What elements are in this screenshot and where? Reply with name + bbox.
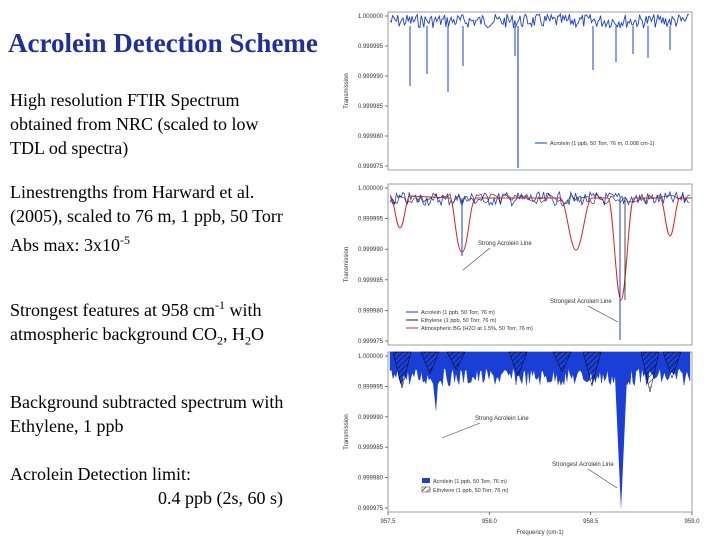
- linestrength-text: Linestrengths from Harward et al. (2005)…: [10, 180, 283, 257]
- text-line: obtained from NRC (scaled to low: [10, 114, 259, 134]
- x-tick-label: 958.5: [583, 519, 599, 525]
- text-span: , H: [222, 324, 245, 344]
- ethylene-hatch: [582, 351, 602, 387]
- ftir-spectrum-text: High resolution FTIR Spectrum obtained f…: [10, 88, 258, 160]
- text-line: Linestrengths from Harward et al.: [10, 182, 255, 202]
- text-line: 0.4 ppb (2s, 60 s): [10, 486, 283, 510]
- legend-swatch: [421, 486, 431, 493]
- annotation-label: Strongest Acrolein Line: [550, 299, 612, 305]
- annotation-arrow: [587, 468, 618, 489]
- text-line: TDL od spectra): [10, 138, 129, 158]
- ethylene-hatch: [392, 351, 412, 389]
- y-tick-label: 0.999985: [358, 278, 384, 284]
- text-line: atmospheric background CO2, H2O: [10, 322, 264, 353]
- y-tick-label: 0.999980: [358, 134, 384, 140]
- plot-frame: [387, 11, 693, 171]
- background-subtracted-text: Background subtracted spectrum with Ethy…: [10, 390, 283, 438]
- absorption-dip: [614, 354, 628, 510]
- ethylene-hatch: [552, 351, 572, 373]
- y-tick-label: 0.999995: [358, 44, 384, 50]
- legend-label: Acrolein (1 ppb, 50 Torr, 76 m, 0.008 cm…: [550, 141, 655, 147]
- y-tick-label: 0.999990: [358, 415, 384, 421]
- x-tick-label: 957.5: [380, 519, 396, 525]
- y-tick-label: 1.000000: [358, 186, 384, 192]
- legend-label: Acrolein (1 ppb, 50 Torr, 76 m): [421, 310, 495, 316]
- subscript: 2: [216, 333, 223, 348]
- y-tick-label: 1.000000: [358, 354, 384, 360]
- ethylene-hatch: [662, 351, 682, 379]
- y-tick-label: 0.999985: [358, 104, 384, 110]
- text-line: (2005), scaled to 76 m, 1 ppb, 50 Torr: [10, 206, 283, 226]
- y-axis-label: Transmission: [344, 73, 350, 108]
- y-axis-label: Transmission: [344, 247, 350, 282]
- y-tick-label: 0.999990: [358, 74, 384, 80]
- text-line: Acrolein Detection limit:: [10, 464, 191, 484]
- series-line: [389, 12, 690, 29]
- abs-max-line: Abs max: 3x10-5: [10, 228, 283, 257]
- text-line: Strongest features at 958 cm-1 with: [10, 293, 264, 322]
- text-span: atmospheric background CO: [10, 324, 217, 344]
- legend-swatch: [422, 478, 430, 483]
- ethylene-hatch: [446, 351, 466, 371]
- y-tick-label: 0.999990: [358, 247, 384, 253]
- x-tick-label: 958.0: [482, 519, 498, 525]
- legend-label: Atmospheric BG (H2O at 1.5%, 50 Torr, 76…: [421, 326, 533, 332]
- text-line: Ethylene, 1 ppb: [10, 416, 124, 436]
- y-tick-label: 1.000000: [358, 14, 384, 20]
- strongest-features-text: Strongest features at 958 cm-1 with atmo…: [10, 293, 264, 353]
- y-tick-label: 0.999980: [358, 308, 384, 314]
- ethylene-hatch: [640, 351, 660, 393]
- subscript: 2: [244, 333, 251, 348]
- annotation-arrow: [441, 422, 481, 439]
- text-line: High resolution FTIR Spectrum: [10, 90, 240, 110]
- abs-max-text: Abs max: 3x10: [10, 235, 120, 255]
- ethylene-hatch: [420, 351, 440, 375]
- legend-label: Acrolein (1 ppb, 50 Torr, 76 m): [433, 479, 507, 485]
- y-tick-label: 0.999995: [358, 384, 384, 390]
- text-line: Background subtracted spectrum with: [10, 392, 284, 412]
- text-span: 0.4 ppb (2s, 60 s): [158, 488, 283, 508]
- plot-frame: [387, 183, 693, 346]
- annotation-label: Strongest Acrolein Line: [552, 462, 614, 468]
- spectra-charts: 1.000000 0.999995 0.999990 0.999985 0.999980…: [344, 11, 700, 536]
- y-tick-label: 0.999995: [358, 217, 384, 223]
- y-tick-label: 0.999975: [358, 339, 384, 345]
- detection-limit-text: Acrolein Detection limit: 0.4 ppb (2s, 6…: [10, 462, 283, 510]
- text-span: with: [224, 300, 262, 320]
- abs-max-exponent: -5: [120, 233, 130, 247]
- annotation-label: Strong Acrolein Line: [478, 241, 532, 247]
- x-axis-label: Frequency (cm-1): [516, 530, 563, 536]
- y-tick-label: 0.999975: [358, 164, 384, 170]
- slide-title: Acrolein Detection Scheme: [8, 28, 318, 58]
- annotation-arrow: [587, 305, 619, 323]
- y-tick-label: 0.999975: [358, 506, 384, 512]
- unit-exponent: -1: [214, 298, 225, 312]
- y-tick-label: 0.999985: [358, 445, 384, 451]
- legend-label: Ethylene (1 ppb, 50 Torr, 76 m): [433, 488, 509, 494]
- x-tick-label: 959.0: [684, 519, 700, 525]
- text-span: O: [250, 324, 264, 344]
- series-line: [389, 195, 692, 301]
- annotation-label: Strong Acrolein Line: [475, 416, 529, 422]
- legend-label: Ethylene (1 ppb, 50 Torr, 76 m): [421, 318, 497, 324]
- series-line: [389, 190, 690, 207]
- text-span: Strongest features at 958 cm: [10, 300, 215, 320]
- ethylene-hatch: [508, 351, 528, 377]
- y-axis-label: Transmission: [344, 414, 350, 449]
- y-tick-label: 0.999980: [358, 476, 384, 482]
- annotation-arrow: [462, 247, 491, 271]
